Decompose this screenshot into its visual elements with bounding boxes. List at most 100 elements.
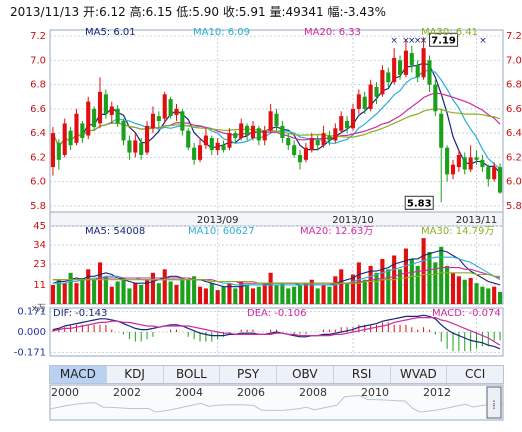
volume-bar <box>168 281 173 304</box>
volume-tick: 23 <box>33 259 46 270</box>
tab-boll[interactable]: BOLL <box>164 366 221 383</box>
volume-bar <box>415 265 420 304</box>
tab-macd[interactable]: MACD <box>50 366 107 383</box>
candle-body <box>345 121 350 129</box>
volume-bar <box>197 286 203 304</box>
volume-bar <box>292 286 297 304</box>
volume-bar <box>215 290 220 304</box>
price-tick-right: 6.6 <box>506 104 522 115</box>
amplitude-label: 幅 <box>327 5 340 19</box>
volume-bar <box>56 279 61 304</box>
candle-body <box>156 116 161 121</box>
volume-bar <box>450 272 456 304</box>
macd-tick: -0.171 <box>14 348 46 359</box>
volume-bar <box>92 279 97 304</box>
macd-dif-line <box>52 314 501 350</box>
price-legend-item: MA10: 6.09 <box>193 27 250 38</box>
volume-bar <box>368 265 373 304</box>
volume-bar <box>274 284 279 304</box>
candle-body <box>286 137 291 146</box>
volume-bar <box>174 284 179 304</box>
candle-body <box>197 145 203 160</box>
tab-cci[interactable]: CCI <box>464 367 486 381</box>
volume-bar <box>327 286 332 304</box>
date-axis-band <box>49 211 504 227</box>
volume-tick: 45 <box>33 221 46 232</box>
candle-body <box>439 113 444 148</box>
peak-marker: × <box>420 36 428 46</box>
price-tick-right: 5.8 <box>506 201 522 212</box>
volume-bar <box>397 269 403 304</box>
close-label: 收 <box>222 5 235 19</box>
volume-bar <box>233 288 238 304</box>
volume-bar <box>280 283 285 304</box>
volume-bar <box>256 286 261 304</box>
volume-bar <box>50 284 56 304</box>
candle-body <box>74 113 79 143</box>
candle-body <box>80 123 85 138</box>
volume-bar <box>250 288 256 304</box>
volume-bar <box>103 276 108 304</box>
timeline-year-label: 2006 <box>237 386 265 399</box>
candle-body <box>386 72 391 83</box>
volume-bar <box>97 262 103 304</box>
amplitude-value: -3.43% <box>343 5 387 19</box>
candle-body <box>486 167 491 180</box>
volume-bar <box>62 283 67 304</box>
candle-body <box>174 108 179 115</box>
volume-bar <box>286 288 291 304</box>
candle-body <box>474 157 479 160</box>
candle-body <box>256 128 261 141</box>
volume-bar <box>74 283 79 304</box>
candle-body <box>321 133 326 146</box>
volume-bar <box>121 278 126 304</box>
open-value: 6.12 <box>99 5 126 19</box>
volume-bar <box>180 278 185 304</box>
candle-body <box>309 137 314 151</box>
volume-bar <box>462 279 467 304</box>
candle-body <box>115 108 120 124</box>
volume-bar <box>245 284 250 304</box>
candle-body <box>56 142 61 160</box>
candle-body <box>221 145 226 151</box>
price-legend-item: MA20: 6.33 <box>304 27 361 38</box>
volume-bar <box>186 279 191 304</box>
candle-body <box>262 130 267 141</box>
peak-marker: × <box>479 36 487 46</box>
candle-body <box>209 137 214 151</box>
date-tick-label: 2013/11 <box>456 215 498 226</box>
high-value: 6.15 <box>145 5 173 19</box>
tab-obv[interactable]: OBV <box>277 366 334 383</box>
candle-body <box>145 125 150 153</box>
volume-legend-item: MA5: 54008 <box>85 226 145 237</box>
volume-unit-label: x万 <box>32 304 46 314</box>
volume-bar <box>203 288 208 304</box>
tab-rsi[interactable]: RSI <box>334 366 391 383</box>
candle-body <box>280 125 285 138</box>
candle-body <box>380 70 385 95</box>
date-tick-label: 2013/10 <box>332 215 374 226</box>
candle-body <box>227 133 232 148</box>
peak-marker: × <box>390 36 398 46</box>
volume-bar <box>145 279 150 304</box>
candle-body <box>374 87 379 97</box>
candle-body <box>356 94 361 109</box>
volume-bar <box>409 258 414 304</box>
volume-bar <box>439 246 444 304</box>
candle-body <box>192 147 197 160</box>
timeline-year-label: 2002 <box>113 386 141 399</box>
candle-body <box>92 108 97 128</box>
tab-wvad[interactable]: WVAD <box>391 366 448 383</box>
candle-body <box>62 123 67 155</box>
candle-body <box>362 96 367 109</box>
volume-bar <box>386 269 391 304</box>
volume-bar <box>162 269 167 304</box>
candle-body <box>162 94 167 119</box>
tab-psy[interactable]: PSY <box>220 366 277 383</box>
volume-bar <box>150 272 156 304</box>
peak-marker: × <box>414 36 422 46</box>
tab-kdj[interactable]: KDJ <box>107 366 164 383</box>
price-tick-left: 6.4 <box>30 128 46 139</box>
candle-body <box>297 154 303 163</box>
volume-bar <box>139 284 144 304</box>
